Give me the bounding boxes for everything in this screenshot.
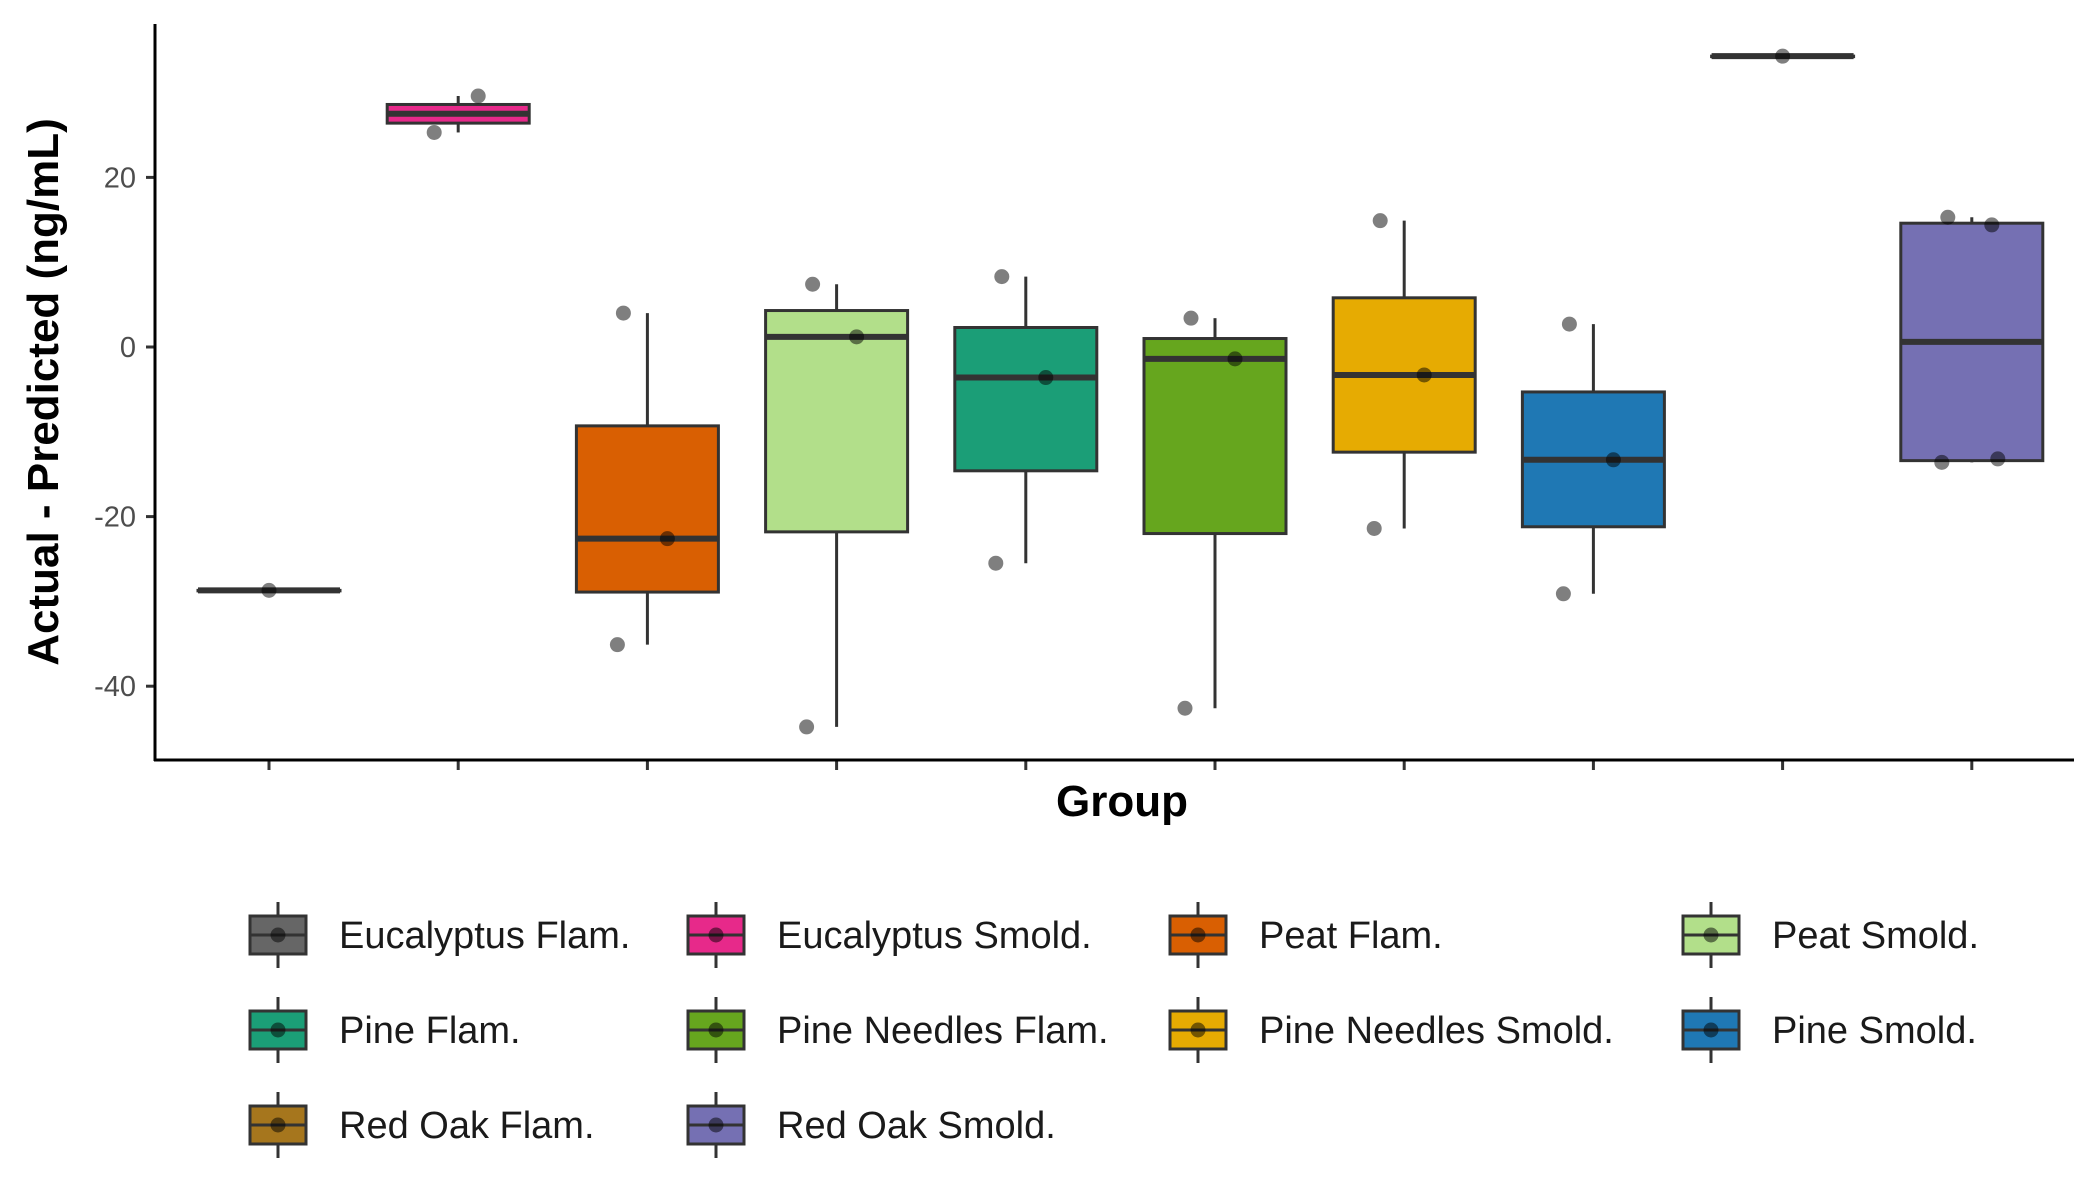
legend-key-point xyxy=(708,1022,724,1038)
data-point xyxy=(659,531,675,547)
data-point xyxy=(1372,213,1388,229)
legend: Eucalyptus Flam. Eucalyptus Smold. Peat Fl… xyxy=(248,902,1979,1158)
data-point xyxy=(994,269,1010,285)
data-point xyxy=(1940,209,1956,225)
data-point xyxy=(1990,451,2006,467)
data-point xyxy=(1183,310,1199,326)
legend-item-red-oak-smold: Red Oak Smold. xyxy=(686,1092,1056,1158)
legend-key-point xyxy=(1703,927,1719,943)
legend-item-red-oak-flam: Red Oak Flam. xyxy=(248,1092,595,1158)
box-eucalyptus-smold xyxy=(385,88,531,140)
box-iqr xyxy=(1142,337,1288,536)
data-point xyxy=(805,276,821,292)
legend-item-eucalyptus-flam: Eucalyptus Flam. xyxy=(248,902,630,968)
legend-label: Eucalyptus Smold. xyxy=(777,915,1092,957)
legend-item-peat-flam: Peat Flam. xyxy=(1168,902,1443,968)
data-point xyxy=(988,555,1004,571)
legend-item-peat-smold: Peat Smold. xyxy=(1681,902,1979,968)
data-point xyxy=(1934,454,1950,470)
box-red-oak-smold xyxy=(1899,209,2045,470)
y-axis-ticks: 20 0 -20 -40 xyxy=(94,162,155,703)
y-tick-label: 0 xyxy=(120,332,136,364)
legend-key-point xyxy=(1190,927,1206,943)
box-pine-smold xyxy=(1520,316,1666,602)
legend-key-point xyxy=(1190,1022,1206,1038)
box-iqr xyxy=(764,309,910,534)
data-point xyxy=(799,719,815,735)
data-point xyxy=(1775,48,1791,64)
legend-label: Peat Smold. xyxy=(1772,915,1979,957)
box-red-oak-flam xyxy=(1710,48,1856,64)
box-pine-flam xyxy=(953,269,1099,571)
legend-key-point xyxy=(708,927,724,943)
legend-key-point xyxy=(1703,1022,1719,1038)
legend-key-point xyxy=(270,927,286,943)
box-peat-flam xyxy=(574,305,720,653)
legend-item-pine-flam: Pine Flam. xyxy=(248,997,521,1063)
box-pine-needles-flam xyxy=(1142,310,1288,716)
data-point xyxy=(849,329,865,345)
data-point xyxy=(1984,217,2000,233)
y-tick-label: 20 xyxy=(104,162,136,194)
legend-label: Red Oak Flam. xyxy=(339,1105,595,1147)
box-pine-needles-smold xyxy=(1331,213,1477,536)
data-point xyxy=(1177,700,1193,716)
legend-label: Pine Needles Flam. xyxy=(777,1010,1109,1052)
legend-key-point xyxy=(270,1117,286,1133)
y-tick-label: -20 xyxy=(94,502,136,534)
box-iqr xyxy=(953,325,1099,473)
data-point xyxy=(1038,370,1054,386)
legend-label: Eucalyptus Flam. xyxy=(339,915,630,957)
legend-label: Peat Flam. xyxy=(1259,915,1443,957)
data-point xyxy=(1366,520,1382,536)
data-point xyxy=(1561,316,1577,332)
data-point xyxy=(1416,367,1432,383)
box-peat-smold xyxy=(764,276,910,735)
y-tick-label: -40 xyxy=(94,671,136,703)
data-point xyxy=(609,637,625,653)
data-point xyxy=(470,88,486,104)
legend-item-pine-needles-flam: Pine Needles Flam. xyxy=(686,997,1109,1063)
data-point xyxy=(615,305,631,321)
data-point xyxy=(1227,351,1243,367)
legend-key-point xyxy=(708,1117,724,1133)
box-iqr xyxy=(574,424,720,594)
y-axis-title: Actual - Predicted (ng/mL) xyxy=(19,118,68,666)
data-point xyxy=(426,124,442,140)
legend-label: Pine Flam. xyxy=(339,1010,521,1052)
legend-item-pine-needles-smold: Pine Needles Smold. xyxy=(1168,997,1614,1063)
data-point xyxy=(1555,586,1571,602)
plot-panel xyxy=(196,48,2045,735)
x-axis-ticks xyxy=(267,760,1974,770)
legend-item-pine-smold: Pine Smold. xyxy=(1681,997,1977,1063)
legend-item-eucalyptus-smold: Eucalyptus Smold. xyxy=(686,902,1092,968)
legend-label: Pine Needles Smold. xyxy=(1259,1010,1614,1052)
box-eucalyptus-flam xyxy=(196,582,342,598)
data-point xyxy=(261,582,277,598)
legend-label: Pine Smold. xyxy=(1772,1010,1977,1052)
data-point xyxy=(1605,452,1621,468)
legend-label: Red Oak Smold. xyxy=(777,1105,1056,1147)
legend-key-point xyxy=(270,1022,286,1038)
x-axis-title: Group xyxy=(1056,777,1188,826)
